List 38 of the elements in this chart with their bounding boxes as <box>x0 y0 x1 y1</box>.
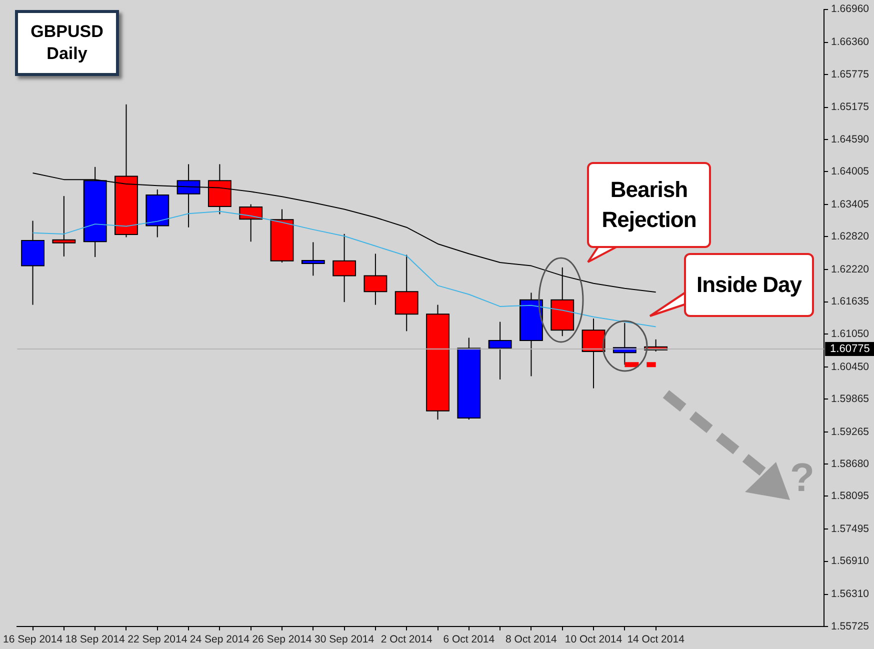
x-tick-label: 18 Sep 2014 <box>65 634 126 646</box>
candlestick <box>394 254 418 332</box>
x-tick-label: 8 Oct 2014 <box>506 634 558 646</box>
y-tick-label: 1.59865 <box>831 392 870 405</box>
x-tick-label: 6 Oct 2014 <box>443 634 495 646</box>
y-tick-label: 1.58095 <box>831 490 870 502</box>
y-tick-label: 1.64590 <box>831 133 870 146</box>
x-tick-label: 24 Sep 2014 <box>190 634 250 646</box>
y-tick-label: 1.64005 <box>831 166 870 178</box>
y-tick-label: 1.65175 <box>831 101 870 114</box>
y-tick-label: 1.60450 <box>831 360 870 373</box>
y-tick-label: 1.57495 <box>831 523 870 536</box>
y-tick-label: 1.62820 <box>831 230 870 243</box>
y-tick-label: 1.55725 <box>831 620 870 632</box>
y-tick-label: 1.66960 <box>831 3 870 16</box>
x-tick-label: 14 Oct 2014 <box>627 634 685 646</box>
y-tick-label: 1.65775 <box>831 68 870 80</box>
x-tick-label: 22 Sep 2014 <box>128 634 188 646</box>
x-tick-label: 30 Sep 2014 <box>314 634 374 646</box>
y-tick-label: 1.61635 <box>831 296 870 308</box>
y-tick-label: 1.56310 <box>831 588 870 600</box>
x-tick-label: 16 Sep 2014 <box>2 634 63 646</box>
y-tick-label: 1.56910 <box>831 555 870 568</box>
y-tick-label: 1.63405 <box>831 198 870 210</box>
text: GBPUSD Daily <box>15 10 119 76</box>
text: ? <box>790 456 814 501</box>
y-tick-label: 1.66360 <box>831 36 870 48</box>
x-tick-label: 2 Oct 2014 <box>380 634 432 646</box>
y-tick-label: 1.61050 <box>831 328 870 340</box>
y-tick-label: 1.59265 <box>831 426 870 438</box>
x-tick-label: 26 Sep 2014 <box>252 634 312 646</box>
x-tick-label: 10 Oct 2014 <box>564 634 622 646</box>
ref-line-label: 1.60775 <box>830 343 870 356</box>
y-tick-label: 1.58680 <box>831 458 870 470</box>
annotation: Bearish Rejection <box>587 162 711 248</box>
candlestick <box>364 253 388 306</box>
y-tick-label: 1.62220 <box>831 264 870 276</box>
text: Inside Day <box>684 253 814 317</box>
